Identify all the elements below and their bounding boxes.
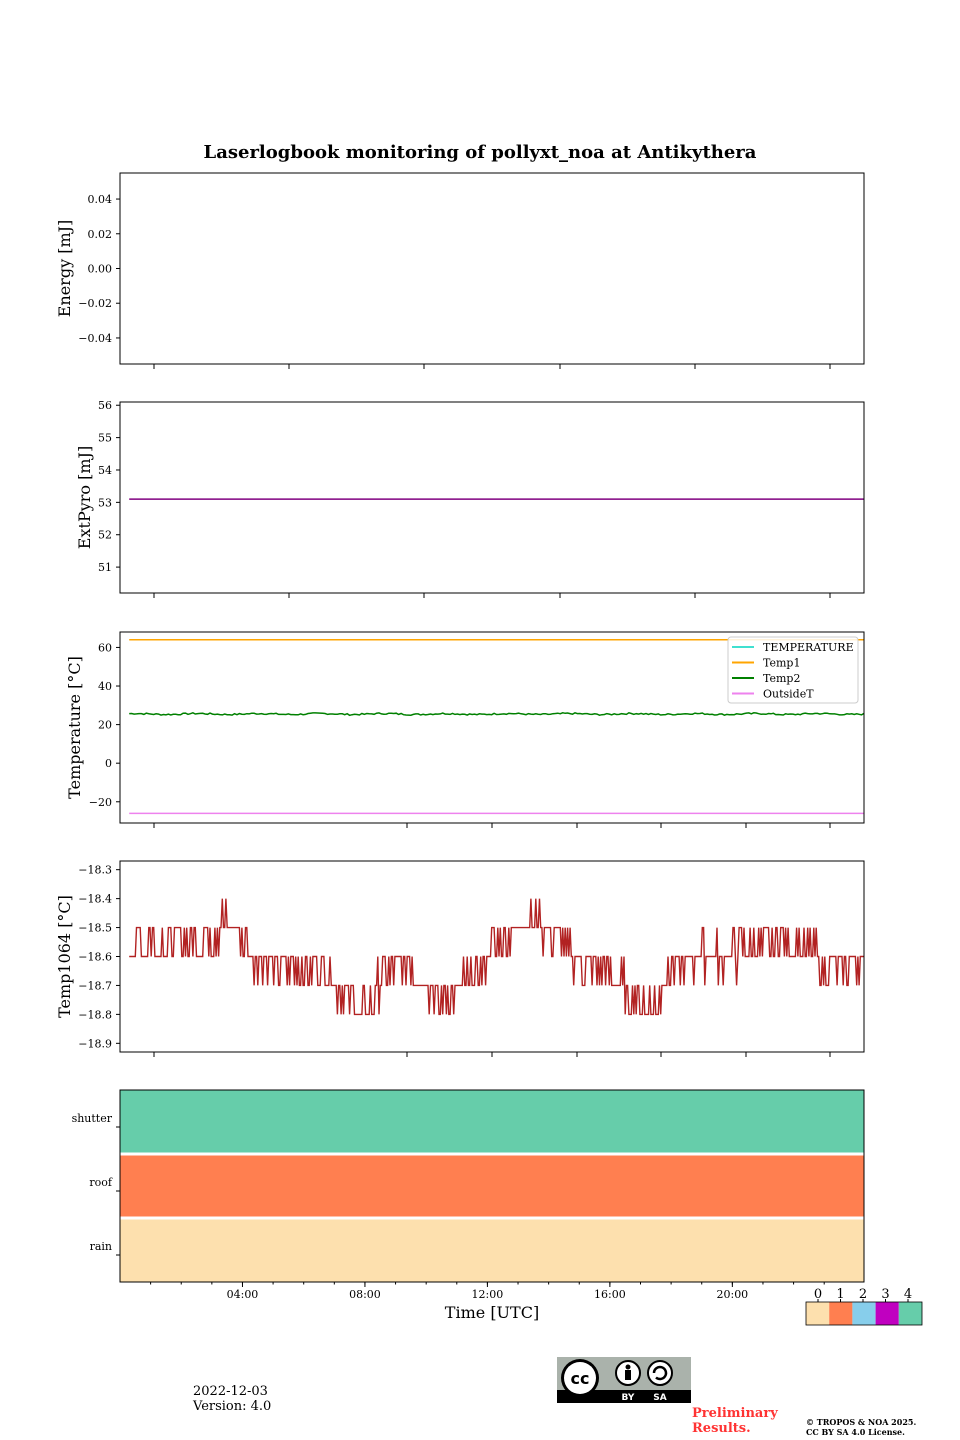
copyright-note: © TROPOS & NOA 2025. CC BY SA 4.0 Licens… (806, 1417, 916, 1437)
footer-version: Version: 4.0 (193, 1399, 272, 1414)
y-axis-label: Temperature [°C] (65, 656, 84, 799)
series-line-temp2 (129, 711, 864, 717)
y-tick-label: −18.3 (78, 864, 112, 877)
preliminary-line-1: Preliminary (692, 1406, 778, 1421)
y-tick-label: 54 (98, 464, 112, 477)
panel-extpyro: 51 52 53 54 55 56 ExtPyro [mJ] (75, 399, 865, 598)
y-axis-label: ExtPyro [mJ] (75, 446, 94, 549)
colorbar-tick-label: 4 (904, 1287, 912, 1302)
y-tick-label: −18.6 (78, 951, 112, 964)
x-tick-label: 08:00 (349, 1288, 381, 1301)
y-axis-label: Temp1064 [°C] (55, 895, 74, 1018)
series-line-temp1064-0 (129, 898, 864, 1016)
y-tick-label: 60 (98, 641, 112, 654)
panel-energy: −0.04 −0.02 0.00 0.02 0.04 Energy [mJ] (55, 172, 865, 369)
legend-label: Temp1 (763, 657, 800, 670)
panel-frame (119, 1089, 865, 1283)
y-axis-label: Energy [mJ] (55, 220, 74, 318)
plot-area-temp1064 (129, 898, 864, 1016)
colorbar-frame (805, 1301, 923, 1326)
colorbar-segment (852, 1302, 876, 1325)
x-tick-label: 12:00 (472, 1288, 504, 1301)
y-tick-label: −18.9 (78, 1037, 112, 1050)
y-tick-label: 0.04 (88, 193, 113, 206)
legend-label: Temp2 (763, 672, 800, 685)
y-tick-label: 55 (98, 432, 112, 445)
figure-title: Laserlogbook monitoring of pollyxt_noa a… (204, 142, 757, 163)
panel-status: rain roof shutter 04:00 08:00 12:00 16:00 20:00 (72, 1089, 865, 1301)
x-tick-label: 04:00 (227, 1288, 259, 1301)
colorbar-tick-label: 3 (881, 1287, 889, 1302)
legend-label: OutsideT (763, 688, 814, 701)
y-tick-label: 51 (98, 561, 112, 574)
footer-date: 2022-12-03 (193, 1384, 268, 1399)
svg-text:cc: cc (571, 1369, 590, 1388)
y-tick-label: −18.7 (78, 979, 112, 992)
colorbar-segment (898, 1302, 922, 1325)
x-tick-label: 16:00 (594, 1288, 626, 1301)
copyright-line-2: CC BY SA 4.0 License. (806, 1427, 905, 1437)
panel-temp1064: −18.9 −18.8 −18.7 −18.6 −18.5 −18.4 −18.3 Temp1… (55, 860, 865, 1057)
panel-temperature: −20 0 20 40 60 Temperature [°C] TEMPERATURE Tem… (65, 631, 865, 828)
colorbar-segment (875, 1302, 899, 1325)
colorbar-tick-label: 2 (859, 1287, 867, 1302)
y-tick-label: rain (90, 1240, 112, 1253)
y-tick-label: −18.4 (78, 893, 112, 906)
colorbar-segment (806, 1302, 830, 1325)
status-band-roof (120, 1154, 864, 1218)
y-tick-label: 0.02 (88, 228, 113, 241)
copyright-line-1: © TROPOS & NOA 2025. (806, 1417, 917, 1427)
x-axis-label: Time [UTC] (445, 1303, 539, 1322)
svg-text:BY: BY (622, 1393, 635, 1403)
y-tick-label: 52 (98, 529, 112, 542)
colorbar-tick-label: 1 (836, 1287, 844, 1302)
y-tick-label: 53 (98, 496, 112, 509)
legend: TEMPERATURE Temp1 Temp2 OutsideT (727, 636, 859, 704)
y-tick-label: 0.00 (88, 263, 113, 276)
legend-label: TEMPERATURE (763, 641, 854, 654)
y-tick-label: shutter (72, 1112, 113, 1125)
status-band-shutter (120, 1090, 864, 1154)
y-tick-label: −0.02 (78, 297, 112, 310)
y-tick-label: −20 (89, 796, 112, 809)
y-tick-label: 56 (98, 399, 112, 412)
y-tick-label: −18.8 (78, 1008, 112, 1021)
status-band-rain (120, 1218, 864, 1282)
y-tick-label: −18.5 (78, 922, 112, 935)
y-tick-label: 0 (105, 757, 112, 770)
preliminary-note: Preliminary Results. (692, 1406, 778, 1436)
cc-by-sa-badge-icon: cc BY SA (557, 1357, 691, 1403)
y-tick-label: −0.04 (78, 332, 112, 345)
y-tick-label: 20 (98, 719, 112, 732)
preliminary-line-2: Results. (692, 1421, 751, 1436)
panel-frame (119, 172, 865, 365)
legend-box (727, 636, 859, 704)
svg-text:SA: SA (653, 1393, 666, 1403)
panel-frame (119, 401, 865, 594)
colorbar-tick-label: 0 (814, 1287, 822, 1302)
y-tick-label: 40 (98, 680, 112, 693)
y-tick-label: roof (89, 1176, 113, 1189)
x-tick-label: 20:00 (716, 1288, 748, 1301)
colorbar-segment (829, 1302, 853, 1325)
